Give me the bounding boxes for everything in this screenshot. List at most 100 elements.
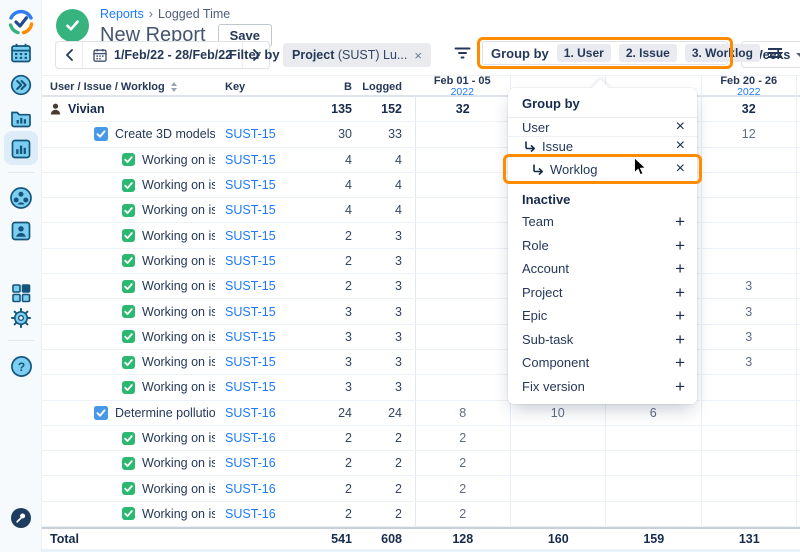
group-by-dropdown: Group by User × Issue × — [503, 79, 702, 404]
row-tree-cell[interactable]: Determine pollution output fr... — [42, 401, 215, 425]
issue-key-link[interactable]: SUST-15 — [225, 355, 276, 370]
issue-key-link[interactable]: SUST-15 — [225, 279, 276, 294]
remove-group-icon[interactable]: × — [675, 160, 685, 177]
row-tree-cell[interactable]: Working on issue SUST-15 — [42, 375, 215, 399]
row-tree-cell[interactable]: Working on issue SUST-15 — [42, 274, 215, 298]
issue-key-link[interactable]: SUST-15 — [225, 380, 276, 395]
row-tree-cell[interactable]: Working on issue SUST-15 — [42, 325, 215, 349]
date-range-display[interactable]: 1/Feb/22 - 28/Feb/22 — [82, 42, 244, 68]
row-label: Working on issue SUST-15 — [142, 329, 215, 344]
folder-chart-icon[interactable] — [0, 105, 42, 131]
issue-key-link[interactable]: SUST-15 — [225, 228, 276, 243]
bar-chart-icon[interactable] — [0, 136, 42, 162]
prev-period-button[interactable] — [56, 42, 82, 68]
issue-key-link[interactable]: SUST-15 — [225, 253, 276, 268]
total-row: Total 541 608 128 160 159 131 — [42, 527, 800, 549]
add-group-icon[interactable]: + — [675, 353, 685, 373]
add-group-icon[interactable]: + — [675, 212, 685, 232]
total-label: Total — [50, 532, 79, 546]
issue-key-link[interactable]: SUST-15 — [225, 127, 276, 142]
worklog-check-icon — [122, 254, 135, 268]
row-tree-cell[interactable]: Create 3D models of lunar b... — [42, 122, 215, 146]
row-logged-value: 3 — [395, 304, 402, 319]
date-range-navigator: 1/Feb/22 - 28/Feb/22 — [55, 41, 271, 69]
row-week1-value: 2 — [415, 501, 511, 527]
row-week3-value — [606, 274, 702, 299]
scrollbar-track[interactable] — [42, 549, 800, 552]
add-group-icon[interactable]: + — [675, 329, 685, 349]
remove-group-icon[interactable]: × — [675, 137, 685, 154]
row-week4-value: 3 — [702, 274, 797, 299]
row-tree-cell[interactable]: Vivian — [42, 97, 215, 121]
account-person-icon[interactable] — [0, 218, 42, 244]
next-period-button[interactable] — [243, 42, 269, 68]
page-title: New Report — [100, 24, 206, 46]
group-by-inactive-item[interactable]: Fix version + — [508, 375, 697, 399]
group-by-inactive-item[interactable]: Sub-task + — [508, 328, 697, 352]
row-tree-cell[interactable]: Working on issue SUST-15 — [42, 148, 215, 172]
issue-key-link[interactable]: SUST-15 — [225, 203, 276, 218]
filter-funnel-icon[interactable] — [454, 46, 471, 65]
settings-gear-icon[interactable] — [0, 305, 42, 331]
pin-icon[interactable] — [0, 506, 42, 530]
issue-key-link[interactable]: SUST-16 — [225, 431, 276, 445]
issue-key-link[interactable]: SUST-15 — [225, 329, 276, 344]
row-tree-cell[interactable]: Working on issue SUST-15 — [42, 249, 215, 273]
row-tree-cell[interactable]: Working on issue SUST-15 — [42, 198, 215, 222]
issue-key-link[interactable]: SUST-16 — [225, 405, 276, 420]
breadcrumb-reports-link[interactable]: Reports — [100, 7, 144, 21]
inactive-item-label: Fix version — [522, 378, 585, 394]
add-group-icon[interactable]: + — [675, 376, 685, 396]
group-by-inactive-item[interactable]: Role + — [508, 234, 697, 258]
issue-key-link[interactable]: SUST-16 — [225, 481, 276, 496]
issue-key-link[interactable]: SUST-16 — [225, 506, 276, 521]
row-tree-cell[interactable]: Working on issue SUST-16 — [42, 426, 215, 450]
add-group-icon[interactable]: + — [675, 259, 685, 279]
row-label: Working on issue SUST-15 — [142, 152, 215, 167]
remove-group-icon[interactable]: × — [675, 118, 685, 135]
group-by-inactive-item[interactable]: Team + — [508, 210, 697, 234]
issue-key-link[interactable]: SUST-15 — [225, 304, 276, 319]
issue-key-link[interactable]: SUST-16 — [225, 456, 276, 471]
group-by-active-item[interactable]: Worklog × — [503, 154, 702, 184]
add-group-icon[interactable]: + — [675, 235, 685, 255]
group-by-chip[interactable]: 3. Worklog — [684, 44, 760, 62]
group-by-inactive-item[interactable]: Project + — [508, 281, 697, 305]
branch-arrow-icon — [532, 164, 544, 175]
help-icon[interactable]: ? — [0, 353, 42, 379]
add-group-icon[interactable]: + — [675, 306, 685, 326]
row-week3-value — [606, 147, 702, 172]
row-tree-cell[interactable]: Working on issue SUST-16 — [42, 502, 215, 526]
filter-chip-remove-icon[interactable]: × — [414, 47, 422, 63]
row-tree-cell[interactable]: Working on issue SUST-15 — [42, 350, 215, 374]
row-week3-value — [606, 172, 702, 198]
filter-chip-project[interactable]: Project (SUST) Lu... × — [283, 43, 431, 67]
row-week2-value — [511, 501, 606, 527]
row-tree-cell[interactable]: Working on issue SUST-15 — [42, 299, 215, 323]
row-week1-value — [415, 248, 511, 274]
tempo-logo[interactable] — [0, 7, 42, 37]
row-week1-value: 2 — [415, 451, 511, 476]
add-group-icon[interactable]: + — [675, 282, 685, 302]
group-by-active-item[interactable]: User × — [508, 118, 697, 137]
group-by-inactive-item[interactable]: Component + — [508, 351, 697, 375]
calendar-icon[interactable] — [0, 40, 42, 66]
group-by-active-item[interactable]: Issue × — [508, 137, 697, 156]
worklog-check-icon — [122, 229, 135, 243]
row-logged-value: 3 — [395, 355, 402, 370]
group-by-inactive-item[interactable]: Epic + — [508, 304, 697, 328]
group-by-chip[interactable]: 1. User — [556, 44, 611, 62]
sort-icon — [170, 82, 177, 92]
group-by-chip[interactable]: 2. Issue — [618, 44, 677, 62]
teams-globe-icon[interactable] — [0, 184, 42, 212]
column-header-tree[interactable]: User / Issue / Worklog — [42, 76, 215, 98]
row-tree-cell[interactable]: Working on issue SUST-16 — [42, 451, 215, 475]
row-tree-cell[interactable]: Working on issue SUST-15 — [42, 173, 215, 197]
double-chevron-icon[interactable] — [0, 72, 42, 98]
row-tree-cell[interactable]: Working on issue SUST-15 — [42, 223, 215, 247]
issue-key-link[interactable]: SUST-15 — [225, 152, 276, 167]
row-tree-cell[interactable]: Working on issue SUST-16 — [42, 476, 215, 500]
group-by-inactive-item[interactable]: Account + — [508, 257, 697, 281]
apps-grid-icon[interactable] — [0, 280, 42, 306]
issue-key-link[interactable]: SUST-15 — [225, 178, 276, 193]
